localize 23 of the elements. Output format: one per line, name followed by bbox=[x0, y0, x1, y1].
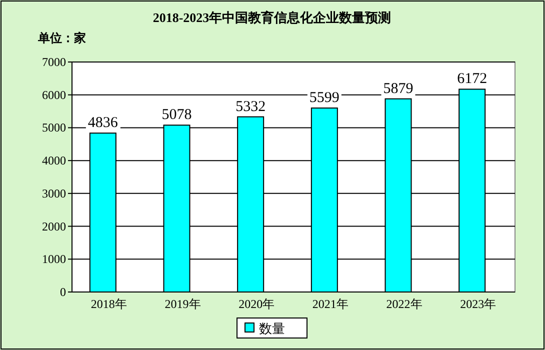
text: 单位：家 bbox=[37, 31, 86, 45]
chart-title: 2018-2023年中国教育信息化企业数量预测 bbox=[152, 10, 392, 25]
data-label: 4836 bbox=[88, 115, 118, 132]
data-label: 5599 bbox=[309, 90, 340, 106]
x-tick-label: 2020年 bbox=[238, 297, 275, 311]
x-tick-label: 2022年 bbox=[386, 297, 422, 311]
y-tick-label: 3000 bbox=[42, 186, 66, 200]
x-tick-label: 2019年 bbox=[164, 297, 201, 311]
x-tick-label: 2018年 bbox=[90, 297, 127, 311]
legend-label: 数量 bbox=[259, 321, 285, 336]
y-tick-label: 0 bbox=[60, 285, 66, 299]
data-label: 6172 bbox=[457, 71, 488, 88]
x-tick-label: 2023年 bbox=[460, 297, 496, 311]
y-tick-label: 6000 bbox=[42, 88, 66, 102]
y-tick-label: 7000 bbox=[42, 55, 66, 69]
x-tick-label: 2021年 bbox=[312, 297, 348, 311]
y-tick-label: 5000 bbox=[42, 120, 66, 135]
y-tick-label: 4000 bbox=[42, 154, 66, 168]
data-label: 5078 bbox=[162, 107, 192, 124]
data-label: 5332 bbox=[236, 98, 266, 115]
y-tick-label: 1000 bbox=[42, 252, 66, 266]
data-label: 5879 bbox=[383, 80, 414, 97]
y-tick-label: 2000 bbox=[42, 219, 66, 234]
